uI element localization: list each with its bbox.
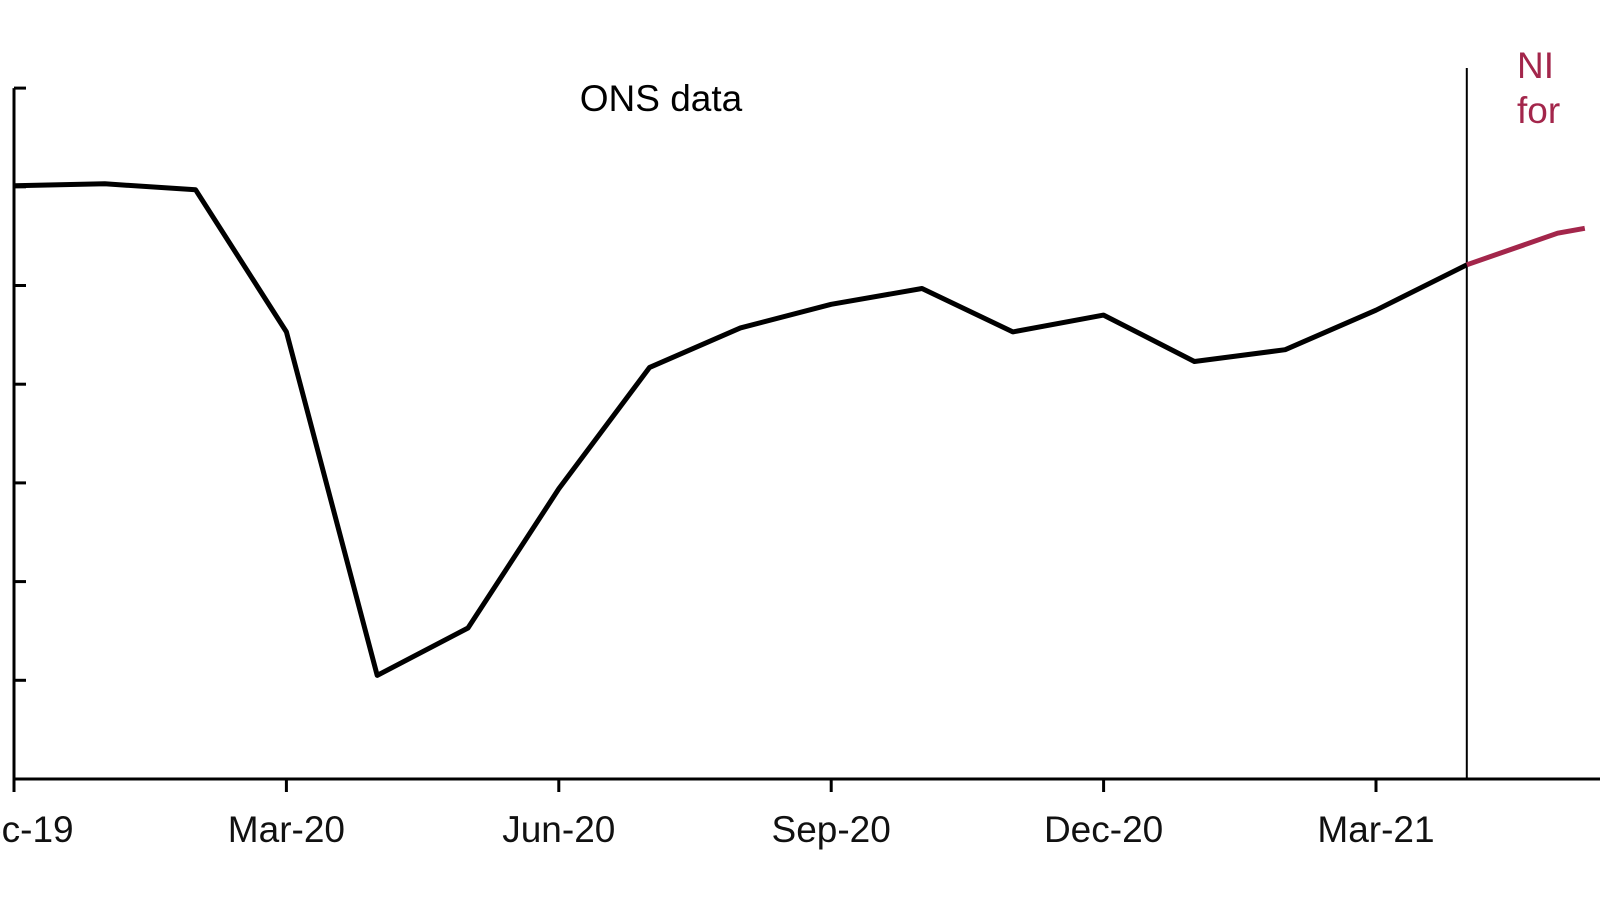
annotation-line: for [1517,90,1560,131]
series-line-niesr-forecast [1465,225,1586,268]
annotation-line: ONS data [580,78,743,119]
x-tick-label: Dec-20 [1044,809,1163,850]
x-tick-label: Mar-21 [1317,809,1434,850]
x-tick-label: Jun-20 [502,809,615,850]
annotation-ons: ONS data [580,78,743,119]
annotation-forecast: NI for [1517,45,1560,131]
labels-layer: Dec-19 Mar-20 Jun-20 Sep-20 Dec-20 Mar-21 ONS … [0,45,1560,850]
x-tick-label: Mar-20 [228,809,345,850]
axes [12,68,1600,792]
annotation-line: NI [1517,45,1554,86]
series-line-ons-data [13,181,1468,678]
x-tick-label: Dec-19 [0,809,74,850]
x-tick-label: Sep-20 [772,809,891,850]
series-layer [13,181,1586,678]
